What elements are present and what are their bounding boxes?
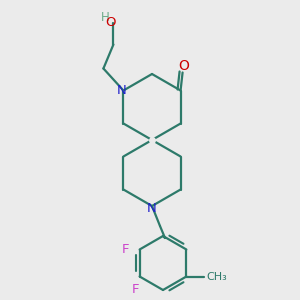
Text: N: N [147,202,157,214]
Text: CH₃: CH₃ [206,272,227,281]
Text: H: H [101,11,110,24]
Text: F: F [132,283,140,296]
Text: O: O [178,59,189,74]
Text: F: F [122,243,129,256]
Text: N: N [116,84,126,97]
Text: O: O [105,16,116,29]
